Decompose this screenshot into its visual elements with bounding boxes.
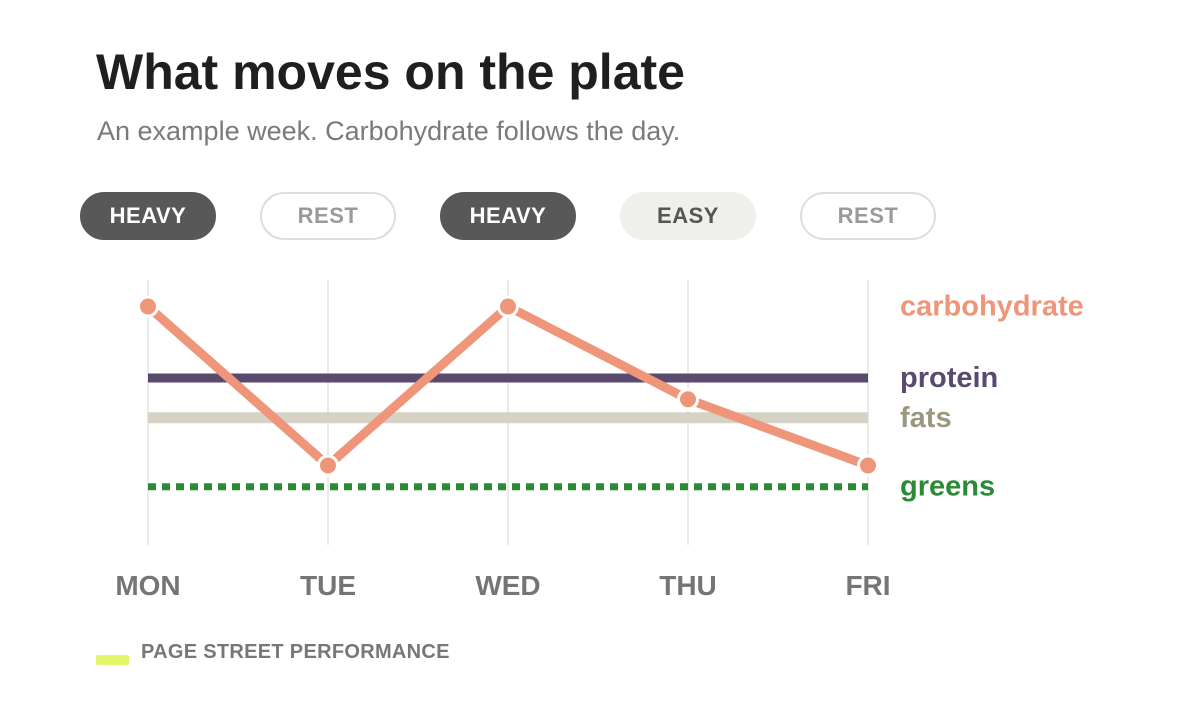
data-point-carbohydrate-thu (677, 388, 699, 411)
data-point-carbohydrate-mon (137, 295, 159, 318)
day-type-pill-fri: REST (800, 192, 936, 240)
series-label-protein: protein (900, 362, 998, 394)
x-tick-label-mon: MON (115, 570, 180, 601)
page-subtitle: An example week. Carbohydrate follows th… (97, 116, 681, 146)
data-point-carbohydrate-tue (317, 454, 339, 477)
data-point-carbohydrate-fri (857, 454, 879, 477)
day-type-pill-mon: HEAVY (80, 192, 216, 240)
x-tick-label-tue: TUE (300, 570, 356, 601)
x-tick-label-thu: THU (659, 570, 717, 601)
series-label-greens: greens (900, 471, 995, 503)
page-title: What moves on the plate (96, 44, 685, 100)
footer-swatch (96, 655, 129, 665)
series-label-carbohydrate: carbohydrate (900, 291, 1084, 323)
series-label-fats: fats (900, 402, 952, 434)
x-tick-label-fri: FRI (845, 570, 890, 601)
x-tick-label-wed: WED (475, 570, 540, 601)
data-point-carbohydrate-wed (497, 295, 519, 318)
day-type-pill-thu: EASY (620, 192, 756, 240)
day-type-pill-wed: HEAVY (440, 192, 576, 240)
footer-label: PAGE STREET PERFORMANCE (141, 641, 450, 663)
day-type-pill-tue: REST (260, 192, 396, 240)
